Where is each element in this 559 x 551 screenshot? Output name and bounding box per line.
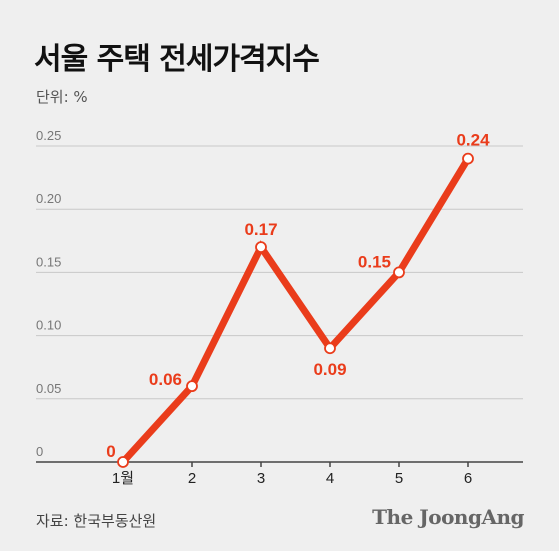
data-label: 0.06	[149, 370, 182, 389]
y-tick-label: 0.05	[36, 381, 61, 396]
unit-label: 단위: %	[36, 88, 88, 106]
x-tick-label: 1월	[112, 470, 134, 487]
data-point	[186, 380, 198, 393]
y-tick-label: 0	[36, 444, 43, 459]
x-tick-label: 4	[326, 470, 334, 487]
data-point	[324, 342, 336, 355]
x-tick-label: 6	[464, 470, 472, 487]
source-note: 자료: 한국부동산원	[36, 512, 157, 530]
series-line	[119, 155, 472, 466]
x-tick-label: 5	[395, 470, 403, 487]
x-tick-label: 2	[188, 470, 196, 487]
chart-title: 서울 주택 전세가격지수	[34, 42, 320, 77]
y-tick-label: 0.10	[36, 318, 61, 333]
data-label: 0.09	[313, 360, 346, 379]
data-label: 0.17	[244, 220, 277, 239]
x-tick-label: 3	[257, 470, 265, 487]
data-label: 0.24	[456, 131, 490, 150]
data-point	[462, 152, 474, 165]
data-label: 0	[106, 442, 115, 461]
brand-logo: The JoongAng	[372, 505, 524, 529]
data-point	[117, 456, 129, 468]
data-point	[255, 241, 267, 254]
data-label: 0.15	[358, 252, 391, 271]
data-point	[393, 266, 405, 279]
y-tick-label: 0.25	[36, 128, 61, 143]
y-tick-label: 0.20	[36, 191, 61, 206]
y-tick-label: 0.15	[36, 254, 61, 269]
